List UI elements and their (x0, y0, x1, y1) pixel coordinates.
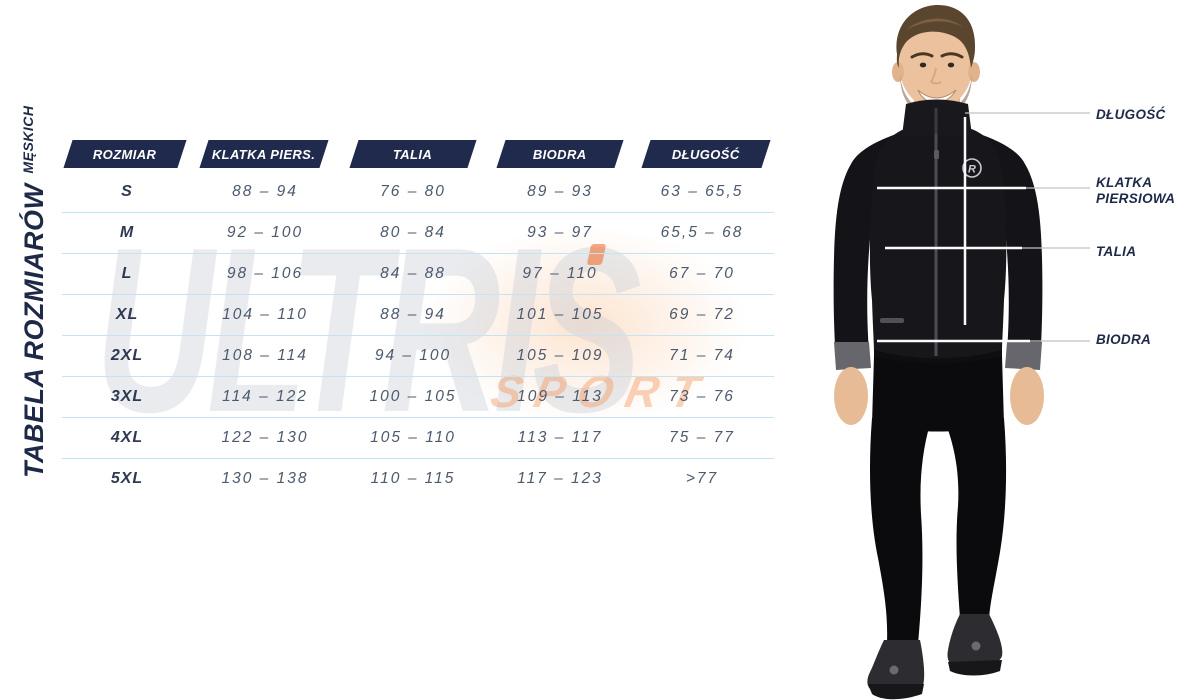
label-chest: KLATKA PIERSIOWA (1096, 175, 1175, 207)
hips-cell: 113 – 117 (517, 429, 603, 446)
figure-left-leg (870, 418, 930, 644)
label-length: DŁUGOŚĆ (1096, 107, 1166, 122)
hips-cell: 105 – 109 (516, 347, 604, 364)
figure-smile (917, 89, 957, 104)
chest-cell: 130 – 138 (221, 470, 309, 487)
model-figure-diagram: R (833, 5, 1090, 700)
size-cell: 3XL (110, 388, 144, 405)
table-row: 4XL 122 – 130 105 – 110 113 – 117 75 – 7… (62, 418, 774, 459)
length-cell: 71 – 74 (669, 347, 735, 364)
hips-cell: 117 – 123 (517, 470, 603, 487)
figure-right-leg (946, 418, 1007, 620)
chest-cell: 108 – 114 (222, 347, 308, 364)
figure-eye (947, 62, 955, 68)
hips-cell: 109 – 113 (517, 388, 603, 405)
hips-cell: 89 – 93 (527, 183, 593, 200)
length-cell: >77 (685, 470, 719, 487)
figure-eyebrow (910, 52, 934, 59)
table-header-talia: TALIA (349, 140, 477, 168)
chest-cell: 122 – 130 (221, 429, 309, 446)
table-row: 5XL 130 – 138 110 – 115 117 – 123 >77 (62, 459, 774, 499)
length-cell: 63 – 65,5 (660, 183, 744, 200)
watermark-glow (420, 225, 750, 425)
chest-cell: 88 – 94 (232, 183, 298, 200)
length-cell: 65,5 – 68 (660, 224, 744, 241)
label-waist: TALIA (1096, 244, 1137, 259)
waist-cell: 76 – 80 (380, 183, 446, 200)
hips-cell: 101 – 105 (516, 306, 604, 323)
table-header-klatka-piers: KLATKA PIERS. (199, 140, 329, 168)
waist-cell: 100 – 105 (369, 388, 457, 405)
waist-cell: 80 – 84 (380, 224, 446, 241)
size-cell: 2XL (110, 347, 144, 364)
table-row: S 88 – 94 76 – 80 89 – 93 63 – 65,5 (62, 172, 774, 213)
chest-cell: 114 – 122 (222, 388, 308, 405)
figure-right-cuff (1005, 342, 1042, 370)
brand-logo-letter: R (968, 164, 976, 176)
figure-tights-hips (872, 356, 1004, 432)
size-table-body: S 88 – 94 76 – 80 89 – 93 63 – 65,5 M 92… (62, 172, 774, 499)
waist-cell: 88 – 94 (380, 306, 446, 323)
size-cell: 4XL (110, 429, 144, 446)
side-title-main: TABELA ROZMIARÓW (19, 183, 49, 478)
size-cell: XL (115, 306, 139, 323)
label-chest-line1: KLATKA (1096, 175, 1153, 190)
chest-cell: 92 – 100 (226, 224, 304, 241)
figure-ear (968, 62, 980, 82)
figure-left-sole (868, 684, 924, 700)
jacket-hem-branding (880, 318, 904, 323)
table-header-biodra: BIODRA (496, 140, 624, 168)
figure-left-hand (834, 367, 868, 425)
side-title: TABELA ROZMIARÓW MĘSKICH (16, 8, 58, 478)
size-cell: 5XL (110, 470, 144, 487)
figure-left-arm (833, 132, 902, 364)
waist-cell: 84 – 88 (380, 265, 446, 282)
figure-ear (892, 62, 904, 82)
table-row: M 92 – 100 80 – 84 93 – 97 65,5 – 68 (62, 213, 774, 254)
figure-eyebrow (940, 52, 964, 59)
figure-right-sole (948, 660, 1002, 676)
table-row: 3XL 114 – 122 100 – 105 109 – 113 73 – 7… (62, 377, 774, 418)
chest-cell: 104 – 110 (222, 306, 308, 323)
table-row: 2XL 108 – 114 94 – 100 105 – 109 71 – 74 (62, 336, 774, 377)
length-cell: 67 – 70 (669, 265, 735, 282)
hips-cell: 93 – 97 (527, 224, 593, 241)
size-cell: L (121, 265, 133, 282)
watermark-brand-text: ULTRIS (95, 198, 642, 461)
brand-logo-icon (962, 158, 982, 178)
size-cell: M (119, 224, 135, 241)
figure-jacket-torso (869, 123, 1007, 361)
length-cell: 75 – 77 (669, 429, 735, 446)
table-header-rozmiar: ROZMIAR (63, 140, 187, 168)
waist-cell: 94 – 100 (374, 347, 452, 364)
waist-cell: 105 – 110 (370, 429, 456, 446)
figure-right-hand (1010, 367, 1044, 425)
figure-left-cuff (834, 342, 871, 370)
figure-head (899, 19, 973, 109)
chest-cell: 98 – 106 (226, 265, 304, 282)
hips-cell: 97 – 110 (522, 265, 598, 282)
side-title-sub: MĘSKICH (20, 105, 36, 174)
label-hips: BIODRA (1096, 332, 1152, 347)
figure-nose (929, 67, 942, 85)
table-header-dlugosc: DŁUGOŚĆ (641, 140, 771, 168)
waist-cell: 110 – 115 (370, 470, 456, 487)
length-cell: 69 – 72 (669, 306, 735, 323)
table-row: XL 104 – 110 88 – 94 101 – 105 69 – 72 (62, 295, 774, 336)
shoe-dial-icon (889, 665, 899, 675)
size-cell: S (121, 183, 133, 200)
figure-zipper-pull (934, 150, 939, 159)
label-chest-line2: PIERSIOWA (1096, 191, 1176, 206)
figure-eye (919, 62, 927, 68)
figure-hair-highlight (906, 18, 964, 30)
shoe-dial-icon (971, 641, 981, 651)
table-row: L 98 – 106 84 – 88 97 – 110 67 – 70 (62, 254, 774, 295)
figure-hair (896, 5, 976, 68)
length-cell: 73 – 76 (669, 388, 735, 405)
